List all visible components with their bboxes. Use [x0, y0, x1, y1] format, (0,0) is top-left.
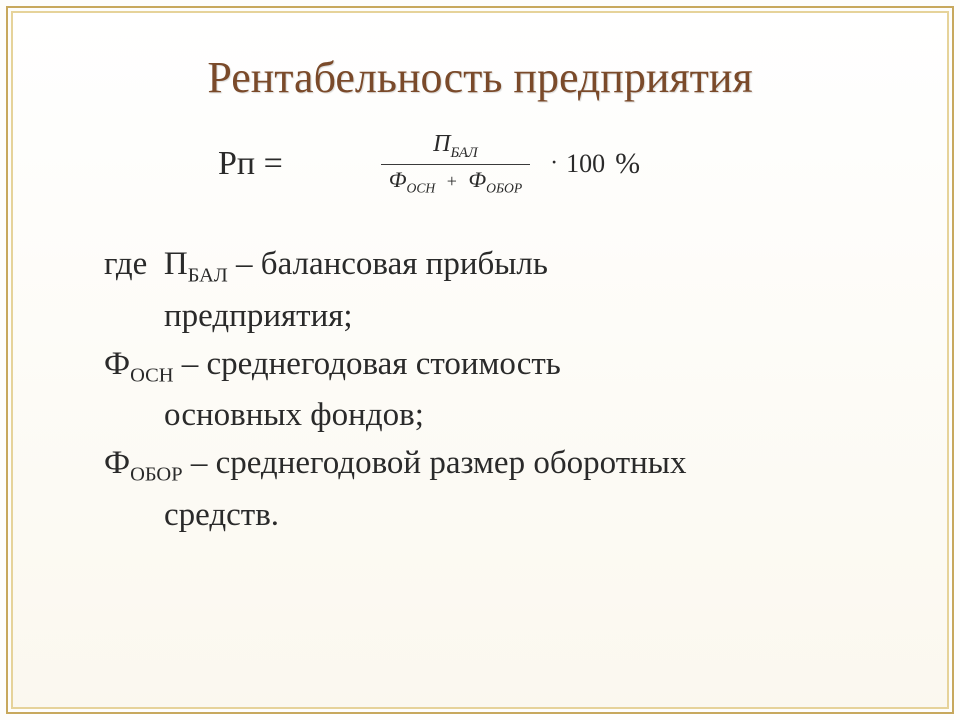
- def-3-line2: средств.: [164, 491, 882, 539]
- formula-denominator: ФОСН + ФОБОР: [381, 165, 530, 196]
- formula-hundred: 100: [566, 149, 605, 179]
- formula-dot: ·: [550, 150, 558, 177]
- d1-sym: П: [164, 246, 188, 282]
- def-1-line2: предприятия;: [164, 292, 882, 340]
- d1-text: балансовая прибыль: [261, 246, 548, 282]
- definitions: где ПБАЛ – балансовая прибыль предприяти…: [104, 240, 882, 539]
- formula-percent: %: [615, 147, 640, 181]
- num-sub: БАЛ: [451, 145, 478, 161]
- def-lead: где: [104, 246, 147, 282]
- d2-sub: ОСН: [130, 364, 173, 386]
- d2-sym: Ф: [104, 346, 130, 382]
- den-t1-sym: Ф: [389, 167, 407, 192]
- formula-numerator: ПБАЛ: [381, 131, 530, 164]
- d1-sub: БАЛ: [188, 265, 228, 287]
- def-2-line1: ФОСН – среднегодовая стоимость: [104, 340, 882, 391]
- def-1-line1: где ПБАЛ – балансовая прибыль: [104, 240, 882, 291]
- slide-title: Рентабельность предприятия: [8, 52, 952, 103]
- d3-sym: Ф: [104, 445, 130, 481]
- den-t2-sym: Ф: [468, 167, 486, 192]
- num-sym: П: [433, 131, 450, 157]
- formula-row: Рп = ПБАЛ ФОСН + ФОБОР · 100 %: [218, 131, 952, 196]
- den-t1-sub: ОСН: [406, 180, 435, 195]
- d3-sub: ОБОР: [130, 464, 182, 486]
- den-plus: +: [441, 171, 463, 191]
- d2-text: среднегодовая стоимость: [206, 346, 560, 382]
- formula-lhs: Рп =: [218, 145, 283, 183]
- d1-dash: –: [236, 246, 253, 282]
- def-2-line2: основных фондов;: [164, 391, 882, 439]
- d3-dash: –: [191, 445, 208, 481]
- def-3-line1: ФОБОР – среднегодовой размер оборотных: [104, 439, 882, 490]
- d3-text: среднегодовой размер оборотных: [216, 445, 687, 481]
- slide-frame: Рентабельность предприятия Рп = ПБАЛ ФОС…: [6, 6, 954, 714]
- den-t2-sub: ОБОР: [486, 180, 522, 195]
- formula-fraction: ПБАЛ ФОСН + ФОБОР: [381, 131, 530, 196]
- d2-dash: –: [182, 346, 199, 382]
